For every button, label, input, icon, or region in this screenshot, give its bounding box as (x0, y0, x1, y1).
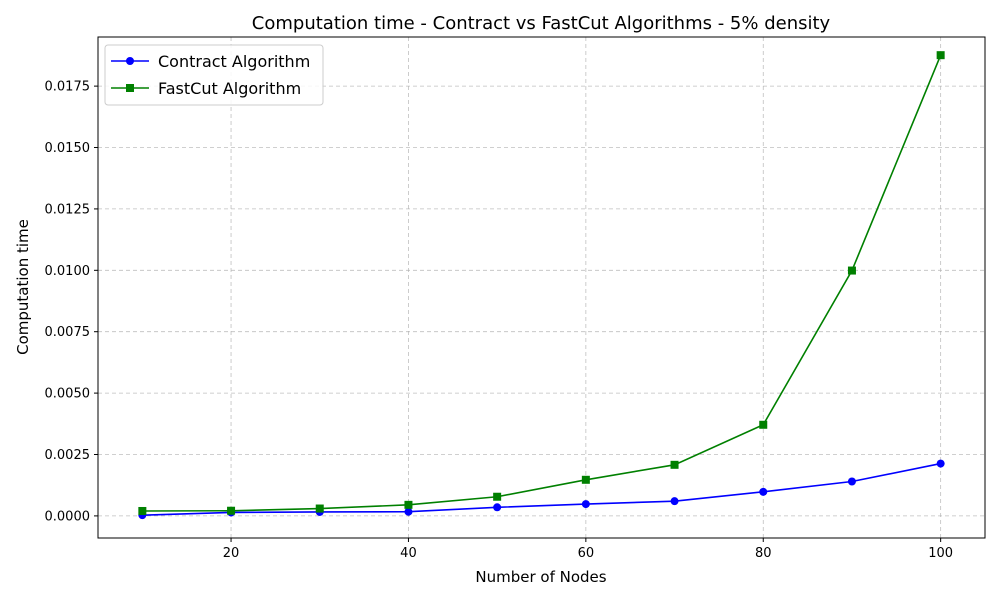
legend-fastcut-algorithm-label: FastCut Algorithm (158, 79, 301, 98)
fastcut-algorithm-point (138, 506, 147, 515)
y-tick-label: 0.0025 (45, 448, 91, 463)
legend-contract-algorithm-label: Contract Algorithm (158, 52, 310, 71)
fastcut-algorithm-point (315, 504, 324, 513)
x-axis-ticks: 20 40 60 80 100 (223, 538, 953, 561)
contract-algorithm-point (759, 487, 768, 496)
y-tick-label: 0.0050 (45, 387, 91, 402)
y-tick-label: 0.0000 (45, 509, 91, 524)
fastcut-algorithm-point (493, 492, 502, 501)
y-axis-ticks: 0.0000 0.0025 0.0050 0.0075 0.0100 0.0125 0.01… (45, 80, 98, 524)
x-tick-label: 80 (755, 546, 772, 561)
y-axis-label: Computation time (14, 219, 32, 355)
fastcut-algorithm-point (227, 506, 236, 515)
x-axis-label: Number of Nodes (475, 568, 606, 586)
x-tick-label: 100 (928, 546, 953, 561)
contract-algorithm-point (670, 497, 679, 506)
x-tick-label: 20 (223, 546, 240, 561)
plot-frame (97, 36, 986, 539)
contract-algorithm-line (142, 462, 941, 516)
fastcut-algorithm-point (847, 266, 856, 275)
contract-algorithm-point (581, 500, 590, 509)
chart-title: Computation time - Contract vs FastCut A… (252, 13, 831, 34)
fastcut-algorithm-point (936, 51, 945, 60)
series-layer (138, 51, 945, 520)
legend-contract-algorithm-marker (126, 57, 134, 65)
fastcut-algorithm-point (670, 460, 679, 469)
y-tick-label: 0.0125 (45, 202, 91, 217)
legend-box (104, 44, 324, 106)
contract-algorithm-point (936, 459, 945, 468)
legend-fastcut-algorithm-marker (126, 84, 134, 92)
legend: Contract Algorithm FastCut Algorithm (104, 44, 324, 106)
y-tick-label: 0.0150 (45, 141, 91, 156)
fastcut-algorithm-point (404, 500, 413, 509)
grid-lines (98, 37, 985, 538)
contract-algorithm-point (493, 503, 502, 512)
y-tick-label: 0.0100 (45, 264, 91, 279)
contract-algorithm-point (404, 507, 413, 516)
y-tick-label: 0.0075 (45, 325, 91, 340)
fastcut-algorithm-point (581, 475, 590, 484)
x-tick-label: 40 (400, 546, 417, 561)
y-tick-label: 0.0175 (45, 80, 91, 95)
x-tick-label: 60 (578, 546, 595, 561)
contract-algorithm-point (847, 477, 856, 486)
fastcut-algorithm-point (759, 420, 768, 429)
fastcut-algorithm-line (142, 54, 942, 512)
